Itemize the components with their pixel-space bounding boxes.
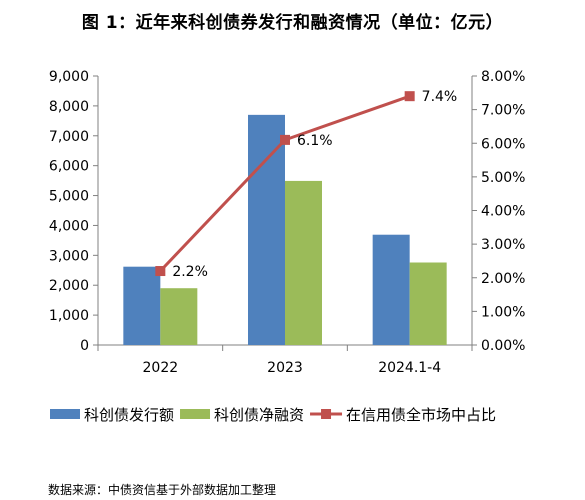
right-tick-label: 2.00% (481, 271, 525, 287)
legend-swatch (180, 409, 211, 419)
left-tick-label: 0 (80, 338, 89, 354)
right-tick-label: 1.00% (481, 304, 525, 320)
left-tick-label: 5,000 (49, 189, 89, 205)
bar-net-financing (160, 288, 198, 345)
bar-issuance (372, 234, 410, 345)
share-data-label: 6.1% (297, 133, 333, 149)
right-tick-label: 0.00% (481, 338, 525, 354)
bar-net-financing (285, 180, 322, 345)
x-tick-label: 2022 (143, 360, 179, 376)
source-note: 数据来源：中债资信基于外部数据加工整理 (48, 483, 277, 497)
share-data-label: 2.2% (172, 264, 208, 280)
right-tick-label: 3.00% (481, 237, 525, 253)
bar-issuance (123, 266, 161, 345)
legend-marker (321, 409, 332, 419)
chart-title: 图 1：近年来科创债券发行和融资情况（单位：亿元） (81, 13, 504, 33)
share-data-label: 7.4% (422, 89, 458, 105)
bar-net-financing (409, 262, 447, 345)
left-tick-label: 7,000 (49, 129, 89, 145)
left-tick-label: 4,000 (49, 218, 89, 234)
right-tick-label: 4.00% (481, 204, 525, 220)
legend-swatch (50, 409, 80, 419)
left-tick-label: 1,000 (49, 308, 89, 324)
x-tick-label: 2023 (267, 360, 303, 376)
left-tick-label: 2,000 (49, 278, 89, 294)
legend-label: 科创债净融资 (214, 406, 304, 424)
share-marker (155, 266, 166, 277)
left-tick-label: 8,000 (49, 99, 89, 115)
share-marker (280, 134, 290, 145)
x-tick-label: 2024.1-4 (378, 360, 441, 376)
right-tick-label: 5.00% (481, 170, 525, 186)
legend-label: 科创债发行额 (84, 406, 174, 424)
right-tick-label: 6.00% (481, 136, 525, 152)
left-tick-label: 9,000 (49, 69, 89, 85)
right-tick-label: 7.00% (481, 103, 525, 119)
left-tick-label: 3,000 (49, 248, 89, 264)
share-marker (404, 91, 415, 102)
right-tick-label: 8.00% (481, 69, 525, 85)
left-tick-label: 6,000 (49, 159, 89, 175)
bar-issuance (248, 114, 285, 345)
legend-label: 在信用债全市场中占比 (346, 406, 496, 424)
